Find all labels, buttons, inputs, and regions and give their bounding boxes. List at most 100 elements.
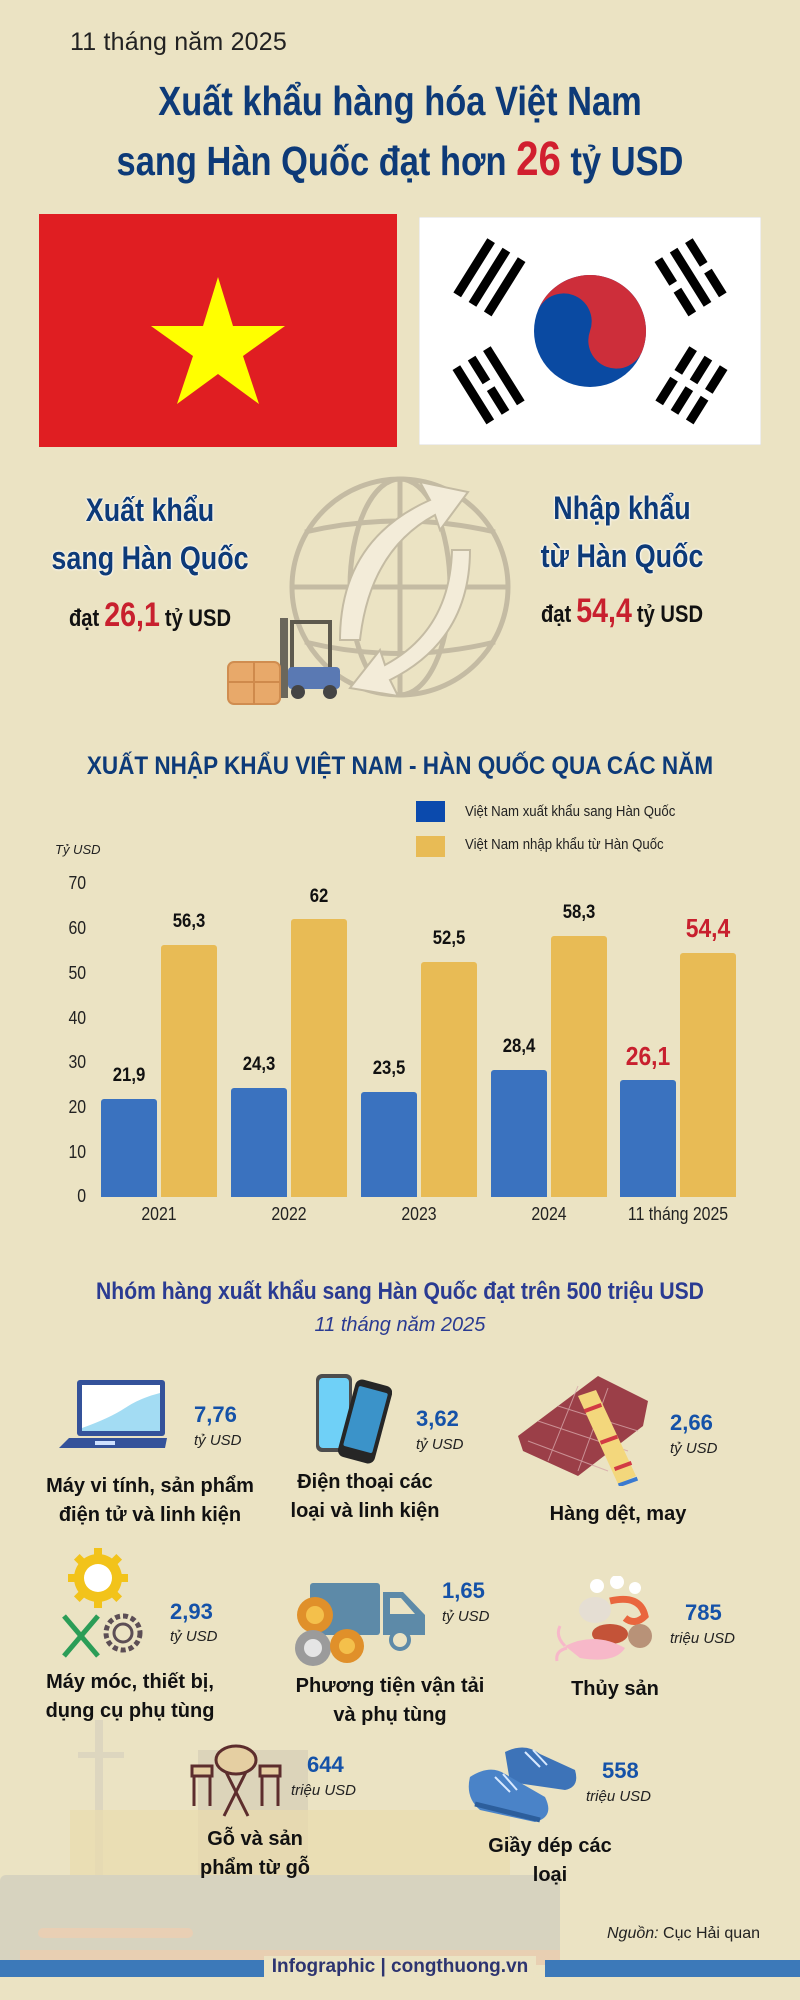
import-total-value: 54,4 xyxy=(576,592,632,630)
y-tick: 70 xyxy=(68,873,87,893)
bar-label-export: 23,5 xyxy=(372,1058,406,1079)
product-label-line2: phẩm từ gỗ xyxy=(199,1857,311,1879)
product-label-line1: Giầy dép các xyxy=(488,1835,612,1857)
product-label-line2: loại và linh kiện xyxy=(290,1500,440,1522)
y-tick: 60 xyxy=(68,918,87,938)
products-subtitle: 11 tháng năm 2025 xyxy=(314,1314,486,1336)
import-title-line1: Nhập khẩu xyxy=(553,490,691,526)
y-tick: 10 xyxy=(68,1142,87,1162)
product-label-line1: Điện thoại các xyxy=(297,1471,433,1493)
source-value: Cục Hải quan xyxy=(663,1925,760,1942)
legend-swatch-import xyxy=(416,836,445,857)
import-unit: tỷ USD xyxy=(636,601,704,628)
product-label: Máy vi tính, sản phẩm điện tử và linh ki… xyxy=(20,1472,280,1530)
product-value: 644 xyxy=(307,1752,344,1777)
product-label-line1: Thủy sản xyxy=(571,1678,659,1700)
bar-label-export: 28,4 xyxy=(502,1036,536,1057)
y-tick: 20 xyxy=(68,1097,87,1117)
title-unit: tỷ USD xyxy=(570,138,684,184)
source-label: Nguồn: xyxy=(607,1925,659,1942)
bar-label-export: 21,9 xyxy=(112,1065,146,1086)
footer-credit-text: Infographic | congthuong.vn xyxy=(263,1956,537,1977)
laptop-icon xyxy=(59,1380,167,1448)
bar-label-import: 58,3 xyxy=(562,902,596,923)
x-label: 2024 xyxy=(531,1204,567,1224)
product-label-line1: Hàng dệt, may xyxy=(549,1503,687,1525)
x-label: 2023 xyxy=(401,1204,437,1224)
product-unit: tỷ USD xyxy=(670,1440,718,1457)
bar-label-export-highlight: 26,1 xyxy=(625,1041,671,1071)
y-axis-label: Tỷ USD xyxy=(55,842,101,857)
product-unit: tỷ USD xyxy=(442,1608,490,1625)
product-value: 558 xyxy=(602,1758,639,1783)
bar-export xyxy=(231,1088,287,1197)
product-label-line2: và phụ tùng xyxy=(333,1704,447,1726)
bar-export xyxy=(101,1099,157,1197)
export-title-line1: Xuất khẩu xyxy=(85,492,215,528)
chart-title: XUẤT NHẬP KHẨU VIỆT NAM - HÀN QUỐC QUA C… xyxy=(86,752,714,780)
product-label: Hàng dệt, may xyxy=(518,1500,718,1529)
bar-export xyxy=(491,1070,547,1197)
product-label-line2: điện tử và linh kiện xyxy=(58,1504,242,1526)
product-unit: tỷ USD xyxy=(416,1436,464,1453)
page-title-line1: Xuất khẩu hàng hóa Việt Nam xyxy=(158,78,642,124)
source-note: Nguồn: Cục Hải quan xyxy=(607,1925,760,1943)
title-text: sang Hàn Quốc đạt hơn xyxy=(116,138,507,184)
product-value: 2,93 xyxy=(170,1599,213,1624)
footer-bar-left xyxy=(0,1960,280,1977)
product-label: Thủy sản xyxy=(540,1675,690,1704)
product-label-line1: Gỗ và sản xyxy=(207,1828,303,1850)
y-tick: 50 xyxy=(68,963,87,983)
footer-bar-right xyxy=(545,1960,800,1977)
product-label: Giầy dép các loại xyxy=(465,1832,635,1890)
wooden-furniture-icon xyxy=(190,1744,282,1817)
footer-credit: Infographic | congthuong.vn xyxy=(0,1956,800,1978)
vietnam-flag-icon xyxy=(39,214,397,447)
products-title: Nhóm hàng xuất khẩu sang Hàn Quốc đạt tr… xyxy=(96,1278,704,1305)
bar-label-import-highlight: 54,4 xyxy=(685,913,731,943)
bar-label-import: 56,3 xyxy=(172,911,206,932)
export-unit: tỷ USD xyxy=(164,605,232,632)
sneakers-icon xyxy=(468,1747,577,1823)
legend-label-import: Việt Nam nhập khẩu từ Hàn Quốc xyxy=(465,836,664,853)
product-unit: triệu USD xyxy=(670,1630,736,1647)
import-prefix: đạt xyxy=(540,601,572,628)
product-value: 2,66 xyxy=(670,1410,713,1435)
export-title-line2: sang Hàn Quốc xyxy=(51,540,249,576)
legend-label-export: Việt Nam xuất khẩu sang Hàn Quốc xyxy=(465,803,676,820)
bar-label-import: 52,5 xyxy=(432,928,466,949)
product-value: 3,62 xyxy=(416,1406,459,1431)
product-label-line2: dụng cụ phụ tùng xyxy=(45,1700,215,1722)
product-label: Máy móc, thiết bị, dụng cụ phụ tùng xyxy=(20,1668,240,1726)
page-title-line2: sang Hàn Quốc đạt hơn 26 tỷ USD xyxy=(64,132,736,187)
bar-label-export: 24,3 xyxy=(242,1054,276,1075)
bar-export xyxy=(620,1080,676,1197)
bar-label-import: 62 xyxy=(309,886,329,907)
product-label-line1: Phương tiện vận tải xyxy=(295,1675,485,1697)
product-label-line1: Máy vi tính, sản phẩm xyxy=(46,1475,254,1497)
legend-swatch-export xyxy=(416,801,445,822)
truck-gears-icon xyxy=(295,1583,425,1666)
product-unit: triệu USD xyxy=(291,1782,357,1799)
x-label: 2021 xyxy=(141,1204,177,1224)
period-subtitle: 11 tháng năm 2025 xyxy=(70,28,287,56)
export-total-value: 26,1 xyxy=(104,596,160,634)
product-unit: tỷ USD xyxy=(170,1628,218,1645)
product-value: 1,65 xyxy=(442,1578,485,1603)
product-value: 7,76 xyxy=(194,1402,237,1427)
cargo-ship-background-icon xyxy=(0,1720,560,1965)
title-highlight-number: 26 xyxy=(516,133,561,186)
product-unit: triệu USD xyxy=(586,1788,652,1805)
machinery-gears-icon xyxy=(62,1548,143,1658)
bar-import xyxy=(291,919,347,1197)
product-label: Gỗ và sản phẩm từ gỗ xyxy=(170,1825,340,1883)
seafood-icon xyxy=(555,1576,652,1662)
y-tick: 40 xyxy=(68,1008,87,1028)
x-label: 2022 xyxy=(271,1204,307,1224)
bar-import xyxy=(551,936,607,1197)
south-korea-flag-icon xyxy=(419,217,761,445)
export-prefix: đạt xyxy=(68,605,100,632)
y-tick: 30 xyxy=(68,1052,87,1072)
import-title-line2: từ Hàn Quốc xyxy=(540,538,704,574)
bar-import xyxy=(421,962,477,1197)
